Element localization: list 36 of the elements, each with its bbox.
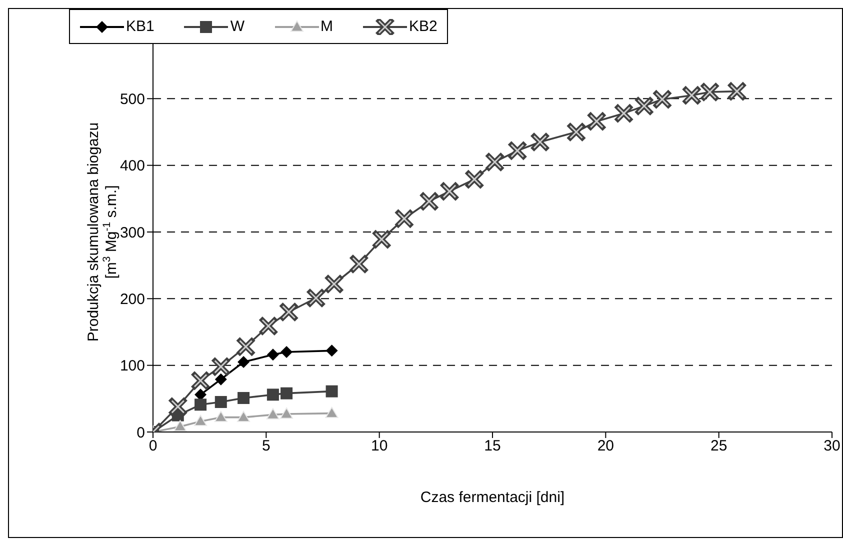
x-tick-label: 20 xyxy=(597,438,614,455)
point xyxy=(194,414,208,426)
point xyxy=(280,346,293,358)
point xyxy=(266,408,280,420)
x-tick-label: 5 xyxy=(262,438,270,455)
point xyxy=(266,348,279,361)
y-tick-label: 100 xyxy=(120,358,145,375)
x-tick-label: 10 xyxy=(370,438,388,455)
point xyxy=(280,408,294,419)
point xyxy=(280,387,293,400)
y-tick-label: 0 xyxy=(136,424,145,442)
point xyxy=(238,392,250,404)
point xyxy=(326,344,338,357)
point xyxy=(325,406,338,418)
legend-label: KB1 xyxy=(126,18,154,35)
legend-label: KB2 xyxy=(409,18,438,35)
x-tick-label: 15 xyxy=(484,438,501,455)
point xyxy=(237,410,250,422)
y-tick-label: 200 xyxy=(120,290,145,308)
x-axis-title: Czas fermentacji [dni] xyxy=(420,489,565,506)
x-tick-label: 25 xyxy=(710,438,728,455)
y-tick-label: 500 xyxy=(120,90,145,108)
legend-label: W xyxy=(230,18,245,35)
y-tick-label: 300 xyxy=(120,224,145,242)
point xyxy=(214,396,227,408)
legend-label: M xyxy=(320,18,334,35)
point xyxy=(266,388,279,401)
point xyxy=(326,385,338,398)
point xyxy=(174,420,187,432)
x-tick-label: 0 xyxy=(148,438,158,455)
y-tick-label: 400 xyxy=(120,158,145,175)
point xyxy=(214,373,227,386)
point xyxy=(238,356,250,368)
x-tick-label: 30 xyxy=(824,438,840,455)
point xyxy=(194,398,207,411)
point xyxy=(214,410,228,422)
